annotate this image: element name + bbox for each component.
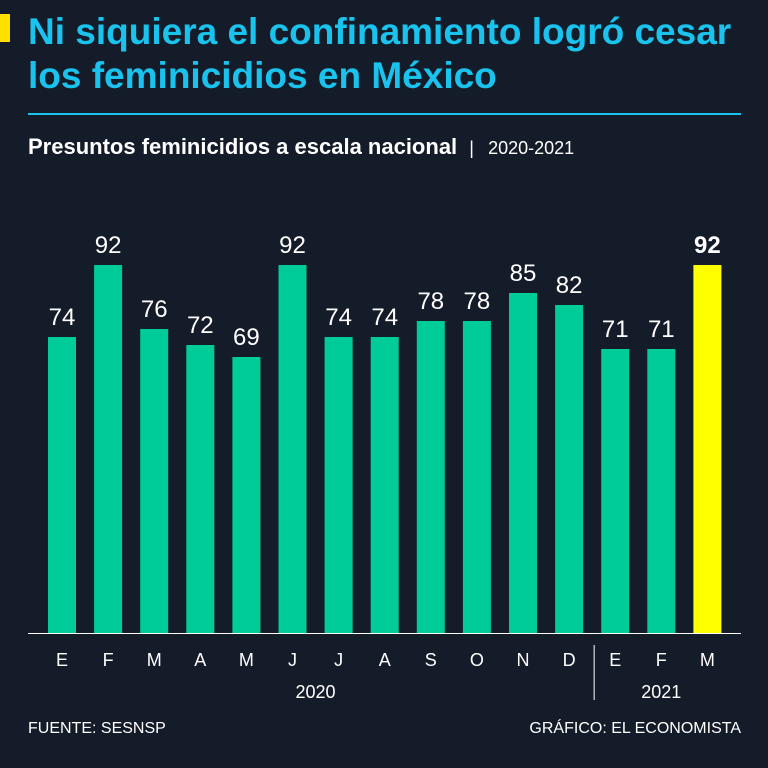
bar [186,345,215,633]
data-label: 72 [187,312,214,339]
bar [509,293,537,633]
bar [278,265,307,633]
data-label: 71 [602,316,629,343]
data-label: 92 [694,232,721,259]
x-tick-label: A [379,650,391,670]
bar [94,265,123,633]
credit-note: GRÁFICO: EL ECONOMISTA [529,720,741,737]
x-tick-label: A [194,650,206,670]
x-tick-label: M [700,650,715,670]
chart-title: Ni siquiera el confinamiento logró cesar… [28,11,732,96]
bar [324,337,353,633]
bar [647,349,676,633]
data-label: 74 [371,304,398,331]
bar [48,337,76,633]
x-tick-label: E [609,650,621,670]
x-tick-label: M [147,650,162,670]
chart-subtitle: Presuntos feminicidios a escala nacional… [28,133,574,162]
data-label: 78 [464,288,491,315]
data-label: 92 [279,232,306,259]
x-tick-label: J [288,650,297,670]
data-label: 74 [49,304,76,331]
data-label: 78 [417,288,444,315]
title-accent-bar [0,14,10,42]
x-tick-label: F [103,650,114,670]
year-label: 2020 [296,682,336,702]
data-label: 82 [556,272,583,299]
subtitle-range: 2020-2021 [488,138,575,158]
bar [232,357,261,633]
title-rule [28,113,741,115]
data-label: 69 [233,324,260,351]
bar [370,337,399,633]
x-tick-label: S [425,650,437,670]
x-tick-label: F [656,650,667,670]
bar [601,349,630,633]
data-label: 92 [95,232,122,259]
data-label: 76 [141,296,168,323]
bar [416,321,445,633]
bar [555,305,584,633]
x-tick-label: M [239,650,254,670]
data-label: 85 [510,260,537,287]
subtitle-separator: | [469,138,474,158]
data-label: 74 [325,304,352,331]
x-tick-label: D [563,650,576,670]
bar [140,329,169,633]
year-label: 2021 [641,682,681,702]
x-tick-label: E [56,650,68,670]
x-tick-label: O [470,650,484,670]
x-tick-label: N [517,650,530,670]
source-note: FUENTE: SESNSP [28,720,166,737]
bar [693,265,722,633]
data-label: 71 [648,316,675,343]
x-tick-label: J [334,650,343,670]
bar [462,321,491,633]
subtitle-main: Presuntos feminicidios a escala nacional [28,134,458,159]
